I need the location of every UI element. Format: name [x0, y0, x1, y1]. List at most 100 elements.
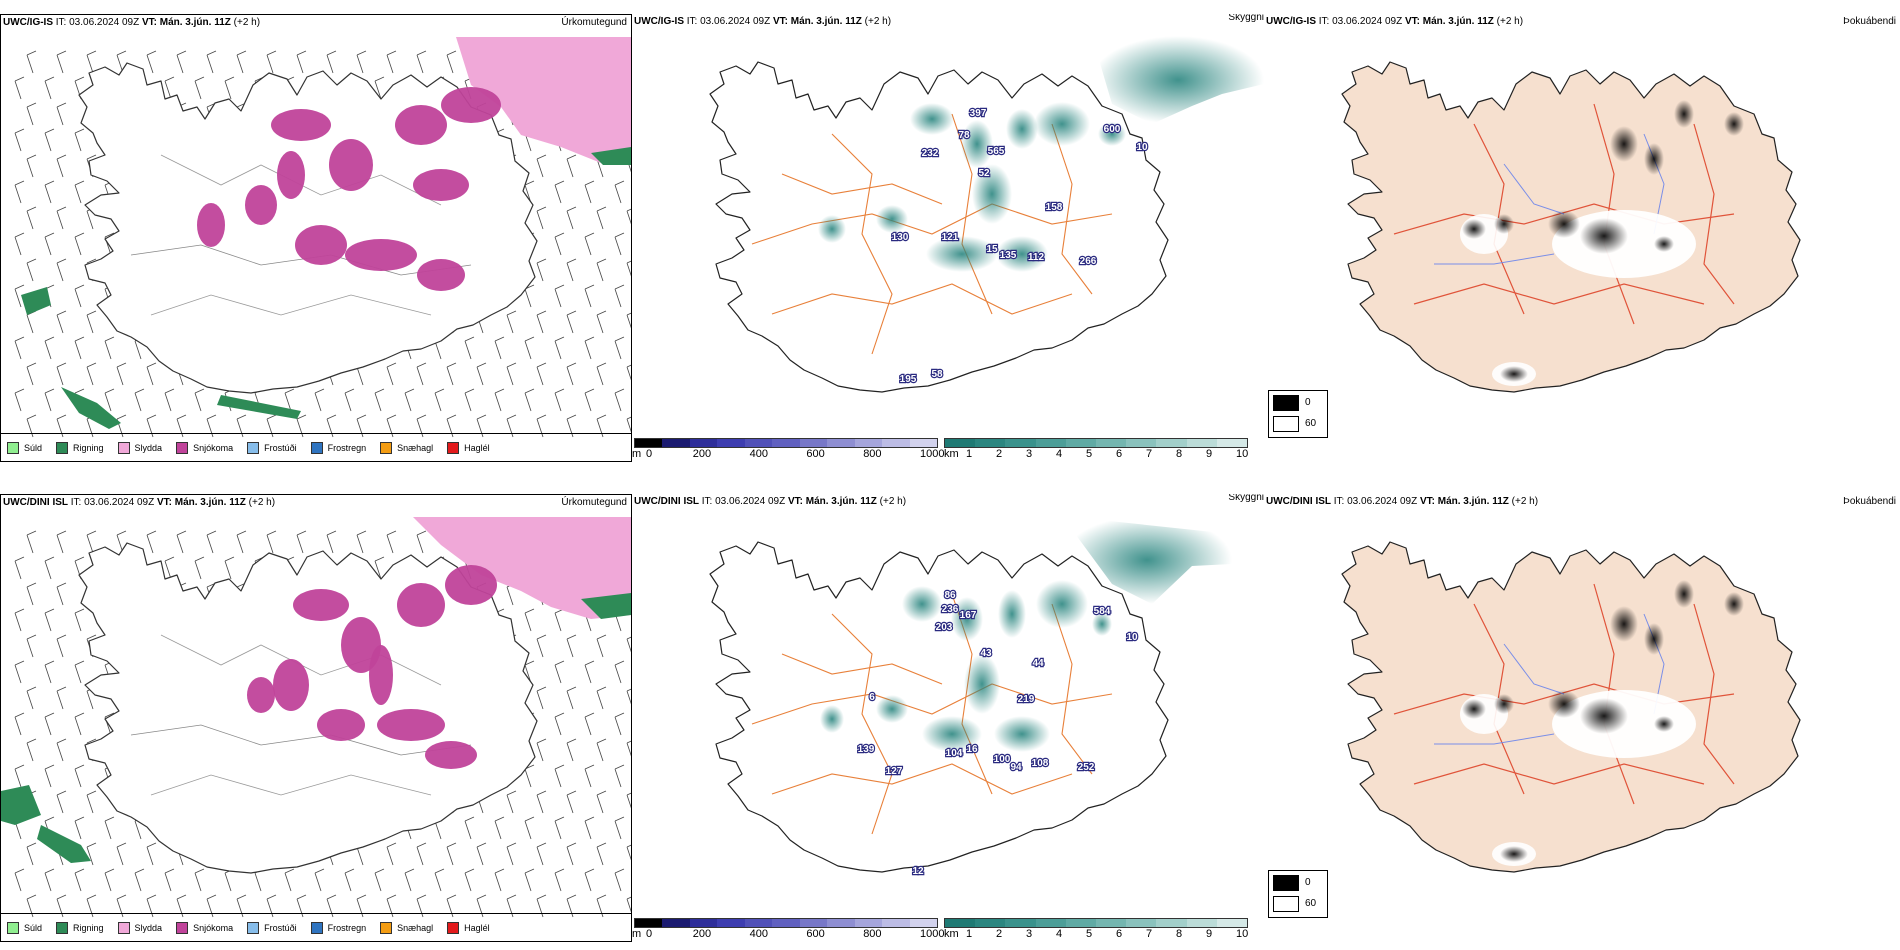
- legend-label: Haglél: [464, 442, 490, 453]
- colorbar-swatch: [882, 439, 910, 447]
- colorbar-swatch: [1096, 439, 1127, 447]
- colorbar-swatch: [882, 919, 910, 927]
- ceiling-tick: 0: [646, 928, 653, 940]
- legend-swatch: [176, 441, 189, 454]
- panel-name: Úrkomutegund: [561, 17, 627, 28]
- colorbar-swatch: [662, 919, 690, 927]
- ceiling-tick: 600: [806, 928, 825, 940]
- legend-swatch: [310, 921, 323, 934]
- panel-name: Þokuábendi: [1843, 16, 1896, 27]
- legend-label: Slydda: [134, 922, 163, 933]
- panel-name: Þokuábendi: [1843, 496, 1896, 507]
- colorbar-swatch: [1065, 439, 1097, 447]
- colorbar-swatch: [689, 439, 718, 447]
- legend-item-2: Rigning: [56, 441, 104, 454]
- ceiling-tick: 800: [863, 928, 882, 940]
- ceiling-tick: 400: [749, 928, 768, 940]
- visibility-label: 158: [1046, 202, 1063, 213]
- colour-scales: m 0 200 400 600 800 1000 km 1 2 3 4 5 6 7 8 9 10 0 60: [632, 390, 1332, 462]
- legend-label: Rigning: [73, 442, 104, 453]
- visibility-tick: 7: [1146, 928, 1153, 940]
- visibility-label: 565: [988, 146, 1005, 157]
- visibility-label: 104: [946, 748, 963, 759]
- colorbar-swatch: [772, 919, 800, 927]
- legend-swatch: [247, 441, 260, 454]
- visibility-label: 86: [944, 590, 956, 601]
- visibility-label: 10: [1126, 632, 1138, 643]
- ceiling-colorbar: [634, 438, 938, 448]
- colorbar-swatch: [689, 919, 718, 927]
- visibility-label: 130: [892, 232, 909, 243]
- panel-title: UWC/IG-IS IT: 03.06.2024 09Z VT: Mán. 3.…: [3, 17, 261, 28]
- colorbar-swatch: [1065, 919, 1097, 927]
- legend-item-3: Slydda: [117, 441, 163, 454]
- fog-legend: 0 60: [1268, 390, 1328, 438]
- colorbar-swatch: [975, 919, 1006, 927]
- precip-panel-row1: UWC/IG-IS IT: 03.06.2024 09Z VT: Mán. 3.…: [0, 14, 632, 462]
- ceiling-tick: 1000: [920, 448, 945, 460]
- legend-label: Rigning: [73, 922, 104, 933]
- fog-legend-swatch: [1273, 896, 1299, 912]
- legend-swatch: [117, 921, 130, 934]
- visibility-tick: 4: [1056, 928, 1063, 940]
- legend-label: Frostúði: [264, 922, 297, 933]
- fog-map-row2: [1341, 541, 1801, 873]
- ceiling-tick: 1000: [920, 928, 945, 940]
- legend-item-8: Haglél: [447, 441, 490, 454]
- legend-label: Snjókoma: [193, 442, 234, 453]
- legend-label: Súld: [24, 442, 43, 453]
- panel-title: UWC/DINI ISL IT: 03.06.2024 09Z VT: Mán.…: [634, 496, 907, 507]
- visibility-label: 584: [1094, 606, 1111, 617]
- fog-legend-label: 0: [1305, 397, 1311, 408]
- visibility-label: 108: [1032, 758, 1049, 769]
- visibility-label: 44: [1032, 658, 1044, 669]
- legend-label: Snæhagl: [397, 922, 434, 933]
- colorbar-swatch: [945, 439, 976, 447]
- legend-swatch: [447, 921, 460, 934]
- legend-swatch: [56, 441, 69, 454]
- legend-label: Slydda: [134, 442, 163, 453]
- legend-label: Súld: [24, 922, 43, 933]
- legend-swatch: [117, 441, 130, 454]
- ceiling-tick: 400: [749, 448, 768, 460]
- legend-item-5: Frostúði: [247, 921, 297, 934]
- visibility-tick: 2: [996, 448, 1003, 460]
- fog-legend-label: 0: [1305, 877, 1311, 888]
- colorbar-swatch: [1156, 439, 1187, 447]
- visibility-label: 121: [942, 232, 959, 243]
- legend-label: Snæhagl: [397, 442, 434, 453]
- visibility-tick: 9: [1206, 448, 1213, 460]
- visibility-tick: 10: [1236, 448, 1249, 460]
- visibility-label: 232: [922, 148, 939, 159]
- visibility-tick: 2: [996, 928, 1003, 940]
- ceiling-panel-row1: 397 78 565 232 52 600 10 158 130 121 15 135 112 266 19…: [632, 14, 1264, 462]
- visibility-tick: 9: [1206, 928, 1213, 940]
- legend-item-8: Haglél: [447, 921, 490, 934]
- visibility-label: 236: [942, 604, 959, 615]
- legend-item-1: Súld: [7, 441, 43, 454]
- visibility-tick: 1: [966, 928, 973, 940]
- visibility-label: 100: [994, 754, 1011, 765]
- visibility-tick: 4: [1056, 448, 1063, 460]
- fog-panel-row1: UWC/IG-IS IT: 03.06.2024 09Z VT: Mán. 3.…: [1264, 14, 1900, 462]
- legend-swatch: [380, 921, 393, 934]
- visibility-label: 139: [858, 744, 875, 755]
- visibility-label: 203: [936, 622, 953, 633]
- visibility-label: 219: [1018, 694, 1035, 705]
- precip-panel-row2: UWC/DINI ISL IT: 03.06.2024 09Z VT: Mán.…: [0, 494, 632, 942]
- colorbar-swatch: [1186, 439, 1217, 447]
- ceiling-tick: 200: [692, 448, 712, 460]
- colorbar-swatch: [854, 439, 883, 447]
- visibility-tick: 1: [966, 448, 973, 460]
- legend-swatch: [310, 441, 323, 454]
- colorbar-swatch: [975, 439, 1006, 447]
- visibility-tick: 3: [1026, 448, 1033, 460]
- ceiling-panel-row2: 86 236 167 203 43 584 10 44 219 6 139 104 16 100 94 108…: [632, 494, 1264, 942]
- ceiling-unit: m: [632, 448, 642, 460]
- colorbar-swatch: [1035, 439, 1066, 447]
- visibility-tick: 7: [1146, 448, 1153, 460]
- legend-swatch: [247, 921, 260, 934]
- legend-swatch: [7, 921, 19, 934]
- fog-legend: 0 60: [1268, 870, 1328, 918]
